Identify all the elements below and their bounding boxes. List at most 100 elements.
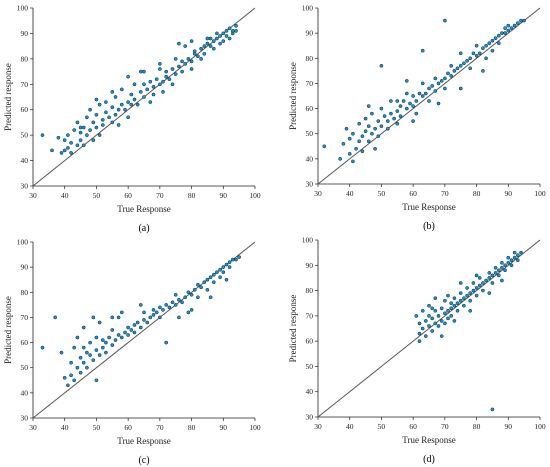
data-point	[230, 257, 235, 262]
y-tick-label: 60	[21, 338, 29, 347]
scatter-panel-3: 30 40 50 60 70 80 90 100 30 40 50 60 70 80 90 100 True R…	[3, 238, 261, 467]
data-point	[417, 321, 422, 326]
y-tick-label: 80	[21, 54, 29, 63]
x-tick-label: 30	[314, 422, 322, 431]
x-tick-label: 50	[378, 189, 386, 198]
x-tick-label: 70	[156, 191, 164, 200]
data-point	[471, 51, 476, 56]
data-point	[446, 308, 450, 313]
data-point	[484, 43, 488, 48]
data-point	[439, 334, 444, 338]
y-tick-label: 70	[306, 79, 314, 88]
data-point	[411, 119, 415, 123]
data-point	[158, 82, 162, 87]
data-point	[183, 62, 188, 66]
data-point	[439, 306, 444, 311]
y-tick-label: 40	[21, 388, 29, 397]
x-tick-label: 40	[346, 422, 354, 431]
y-tick-label: 50	[306, 129, 314, 138]
x-tick-label: 70	[441, 189, 449, 198]
y-tick-label: 40	[306, 387, 314, 396]
data-point	[145, 87, 150, 92]
data-point	[449, 74, 454, 78]
data-point	[78, 125, 83, 130]
data-point	[196, 54, 200, 59]
data-point	[417, 339, 422, 343]
y-tick-label: 80	[306, 54, 314, 63]
data-point	[180, 300, 184, 305]
data-point	[126, 333, 130, 337]
data-point	[116, 107, 121, 112]
data-point	[208, 275, 213, 280]
data-point	[500, 265, 504, 270]
data-point	[211, 39, 216, 43]
data-point	[100, 123, 105, 127]
data-point	[196, 282, 200, 287]
data-point	[81, 143, 86, 148]
data-point	[487, 276, 492, 280]
data-point	[379, 63, 384, 68]
data-point	[173, 303, 178, 307]
data-point	[53, 315, 58, 320]
data-point	[75, 143, 80, 148]
data-point	[104, 350, 108, 355]
data-point	[218, 41, 222, 46]
data-point	[477, 283, 482, 288]
data-point	[370, 131, 374, 136]
data-point	[110, 120, 115, 125]
data-point	[430, 329, 435, 333]
y-tick-label: 90	[21, 29, 29, 38]
data-point	[462, 296, 466, 301]
data-point	[151, 313, 156, 317]
data-point	[395, 99, 400, 103]
data-point	[449, 301, 454, 306]
x-tick-label: 40	[61, 191, 69, 200]
data-point	[446, 316, 450, 321]
data-point	[224, 29, 229, 33]
data-point	[417, 331, 422, 336]
scatter-panel-4: 30 40 50 60 70 80 90 100 30 40 50 60 70 80 90 100 True R…	[288, 236, 546, 466]
data-point	[186, 290, 191, 295]
x-tick-label: 40	[346, 189, 354, 198]
data-point	[107, 115, 111, 120]
data-point	[420, 308, 425, 313]
data-point	[512, 250, 517, 255]
data-point	[227, 260, 232, 264]
x-tick-label: 80	[473, 422, 481, 431]
data-point	[132, 330, 137, 335]
data-point	[62, 375, 67, 380]
data-point	[515, 21, 520, 25]
data-point	[423, 91, 428, 96]
data-point	[158, 62, 162, 66]
x-tick-label: 100	[534, 422, 546, 431]
data-point	[493, 271, 498, 275]
data-point	[506, 23, 511, 28]
data-point	[173, 57, 178, 61]
data-point	[417, 91, 422, 96]
data-point	[446, 71, 450, 76]
data-point	[373, 126, 377, 131]
data-point	[59, 350, 64, 355]
scatter-panel-1: 30 40 50 60 70 80 90 100 30 40 50 60 70 80 90 100 True R…	[3, 4, 261, 235]
data-point	[506, 28, 511, 33]
data-point	[59, 151, 64, 155]
data-point	[458, 291, 463, 295]
data-point	[66, 146, 70, 150]
data-point	[189, 292, 194, 297]
reference-line	[317, 239, 541, 418]
data-point	[138, 325, 143, 330]
y-tick-label: 100	[302, 4, 314, 13]
data-point	[487, 271, 492, 275]
data-point	[69, 140, 73, 145]
data-point	[221, 31, 226, 36]
y-tick-label: 30	[306, 180, 314, 189]
data-point	[119, 310, 124, 315]
data-point	[395, 109, 400, 113]
data-point	[81, 360, 86, 365]
data-point	[484, 278, 488, 283]
data-point	[211, 46, 216, 51]
data-point	[465, 293, 469, 298]
panel-label: (a)	[138, 223, 149, 234]
y-tick-label: 50	[306, 362, 314, 371]
data-point	[85, 133, 89, 137]
